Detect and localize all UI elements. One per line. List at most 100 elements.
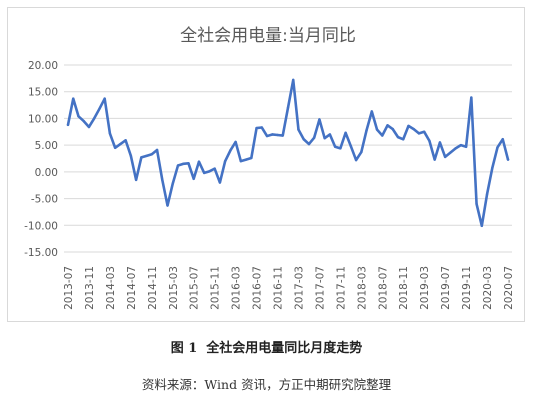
x-tick-label: 2015-03 <box>168 266 180 310</box>
data-point <box>134 178 138 182</box>
data-point <box>292 78 295 82</box>
y-tick-label: 20.00 <box>28 60 58 72</box>
data-point <box>391 127 394 131</box>
data-point <box>328 133 332 136</box>
data-point <box>119 142 122 146</box>
data-point <box>422 130 426 133</box>
chart-title: 全社会用电量:当月同比 <box>180 26 356 46</box>
x-tick-label: 2014-11 <box>147 266 159 310</box>
x-tick-label: 2014-03 <box>105 266 117 310</box>
data-point <box>402 138 405 141</box>
x-tick-label: 2018-03 <box>356 266 368 310</box>
data-point <box>386 124 389 127</box>
data-point <box>501 138 504 141</box>
data-point <box>333 145 337 148</box>
x-tick-label: 2013-07 <box>63 266 75 310</box>
data-point <box>470 96 473 99</box>
series-layer <box>66 78 510 228</box>
data-point <box>161 178 164 182</box>
data-point <box>428 139 431 143</box>
data-point <box>475 202 478 206</box>
data-point <box>187 162 190 165</box>
data-point <box>77 115 80 118</box>
x-tick-label: 2015-07 <box>189 266 201 310</box>
data-point <box>87 125 91 129</box>
y-tick-label: 10.00 <box>28 113 58 125</box>
x-tick-label: 2019-03 <box>419 266 431 310</box>
data-point <box>496 146 499 149</box>
data-point <box>113 146 117 150</box>
data-point <box>281 134 284 137</box>
data-point <box>208 170 211 173</box>
data-point <box>365 128 368 132</box>
data-point <box>98 107 101 111</box>
data-point <box>255 126 258 130</box>
data-point <box>129 154 133 158</box>
data-point <box>66 123 70 127</box>
x-tick-label: 2015-11 <box>210 266 222 310</box>
data-point <box>360 150 363 154</box>
data-point <box>417 132 421 135</box>
x-tick-label: 2018-07 <box>377 266 389 310</box>
y-tick-label: 15.00 <box>28 87 58 99</box>
data-point <box>302 138 305 141</box>
data-point <box>124 139 127 142</box>
data-point <box>370 110 374 113</box>
data-point <box>318 118 321 121</box>
x-tick-label: 2013-11 <box>84 266 96 310</box>
data-point <box>433 158 436 161</box>
y-tick-label: 5.00 <box>35 140 58 152</box>
data-point <box>344 131 347 135</box>
data-point <box>407 124 410 128</box>
data-point <box>276 133 279 137</box>
y-tick-label: -5.00 <box>31 194 58 206</box>
y-tick-label: 0.00 <box>35 167 58 179</box>
data-point <box>223 159 227 163</box>
data-point <box>244 158 248 161</box>
data-point <box>92 117 96 120</box>
data-point <box>438 141 442 144</box>
x-axis-ticks: 2013-07 2013-11 2014-03 2014-07 2014-11 2015-… <box>63 266 515 310</box>
chart-panel: 全社会用电量:当月同比 20.00 15.00 10.00 5.00 0.00 -5.00… <box>7 7 525 322</box>
x-tick-label: 2019-11 <box>461 266 473 310</box>
data-point <box>485 193 489 196</box>
x-tick-label: 2020-03 <box>482 266 494 310</box>
data-point <box>182 162 185 166</box>
x-tick-label: 2019-07 <box>440 266 452 310</box>
data-point <box>140 156 143 159</box>
data-point <box>197 160 201 163</box>
data-point <box>171 182 174 185</box>
data-point <box>297 128 300 131</box>
data-point <box>103 97 106 100</box>
data-point <box>72 97 75 100</box>
data-point <box>349 145 353 148</box>
line-chart: 全社会用电量:当月同比 20.00 15.00 10.00 5.00 0.00 -5.00… <box>24 26 515 310</box>
data-point <box>286 106 290 109</box>
x-tick-label: 2016-11 <box>273 266 285 310</box>
data-point <box>260 126 264 129</box>
data-point <box>491 166 494 170</box>
data-point <box>234 140 237 144</box>
data-point <box>480 224 484 228</box>
data-point <box>454 147 457 150</box>
x-tick-label: 2018-11 <box>398 266 410 310</box>
data-point <box>506 158 510 161</box>
data-point <box>449 151 452 154</box>
data-point <box>396 135 400 139</box>
data-point <box>145 154 148 158</box>
x-tick-label: 2017-11 <box>335 266 347 310</box>
data-point <box>82 119 85 123</box>
data-point <box>108 132 112 135</box>
data-point <box>166 204 169 207</box>
data-point <box>239 159 243 163</box>
data-point <box>213 167 216 170</box>
data-point <box>312 136 316 139</box>
figure-caption: 图 1 全社会用电量同比月度走势 <box>170 341 363 356</box>
x-tick-label: 2014-07 <box>126 266 138 310</box>
y-axis-ticks: 20.00 15.00 10.00 5.00 0.00 -5.00 -10.00 -15.00 <box>24 60 58 259</box>
x-tick-label: 2016-03 <box>231 266 243 310</box>
data-point <box>202 171 206 175</box>
x-tick-label: 2017-07 <box>314 266 326 310</box>
x-tick-label: 2016-07 <box>252 266 264 310</box>
data-point <box>307 142 311 146</box>
